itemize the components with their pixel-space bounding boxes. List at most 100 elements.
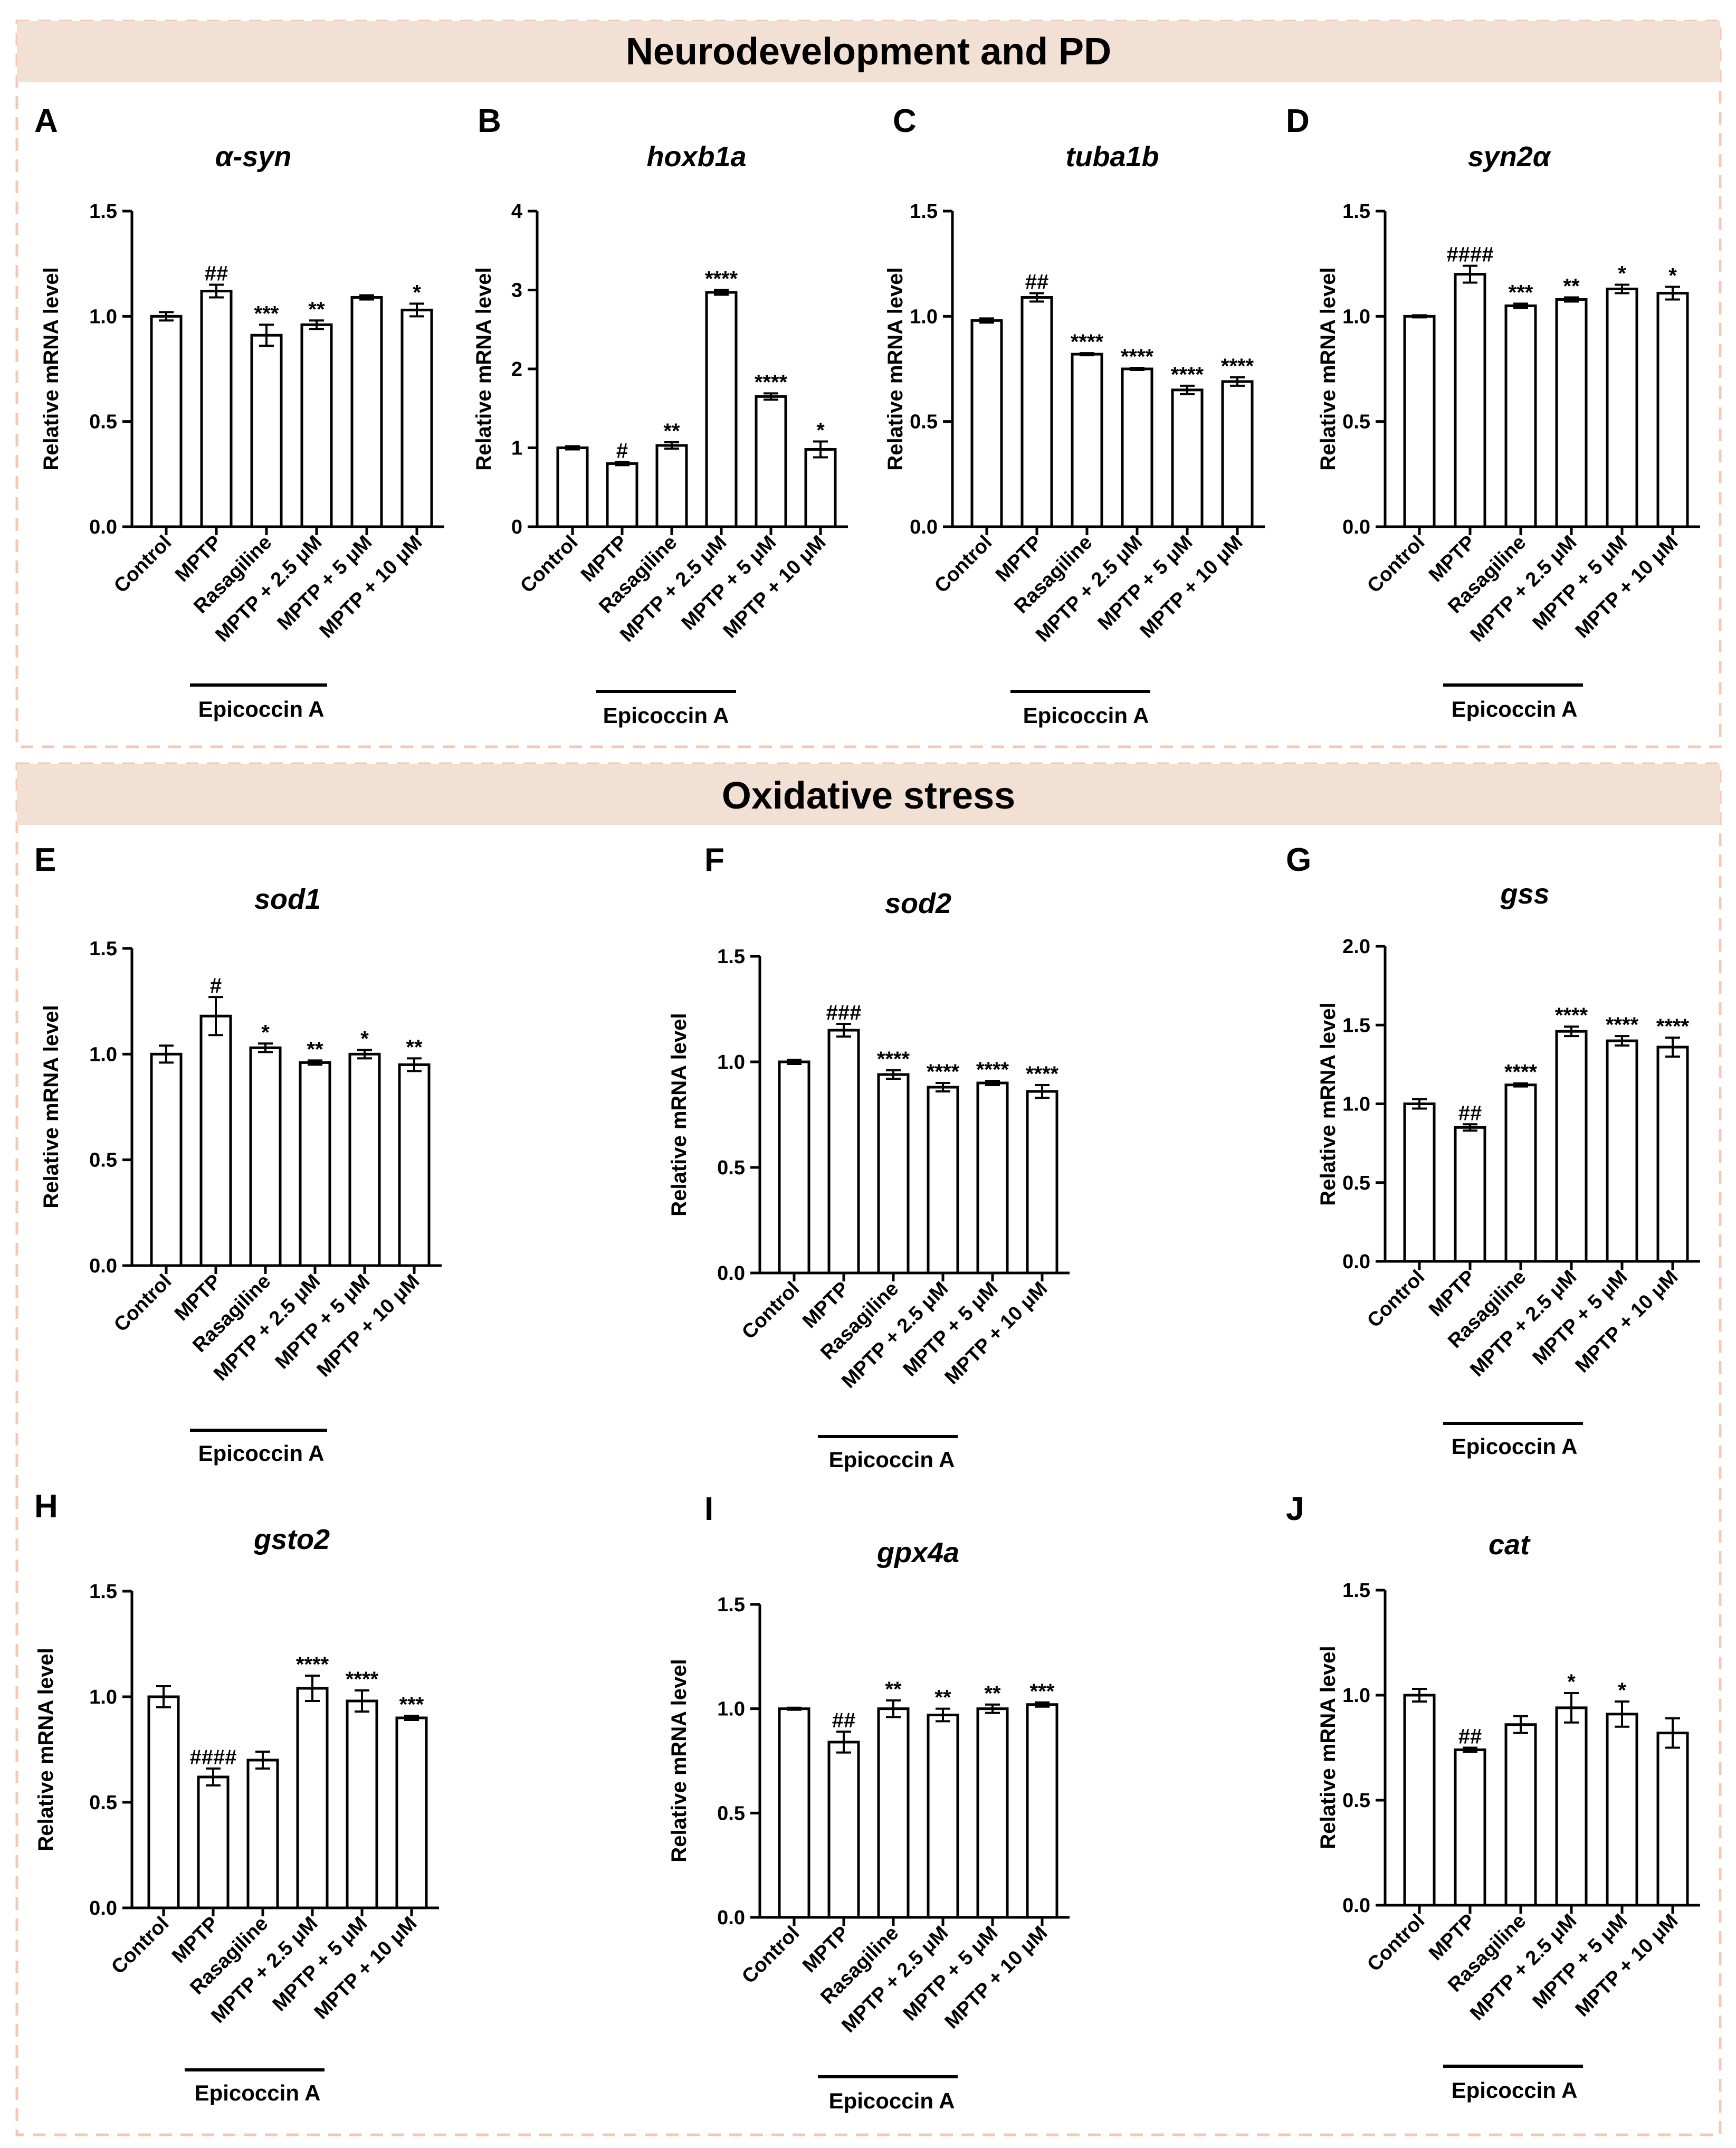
bar (1555, 1030, 1588, 1263)
y-tick-label: 0.5 (1342, 1172, 1370, 1194)
panel-letter: D (1286, 103, 1310, 139)
bar (346, 1699, 378, 1909)
y-tick-label: 0.5 (89, 411, 117, 433)
gene-title: syn2α (1468, 141, 1552, 173)
significance-label: ** (307, 1038, 323, 1061)
bar (348, 1052, 381, 1267)
bar (1026, 1090, 1058, 1275)
bar (1121, 367, 1153, 528)
y-tick-label: 1.5 (717, 1594, 745, 1616)
y-tick-label: 1.5 (89, 201, 117, 223)
significance-label: * (413, 281, 421, 304)
significance-label: # (210, 974, 222, 997)
y-axis-label: Relative mRNA level (1317, 267, 1340, 470)
group-label: Epicoccin A (1452, 2078, 1578, 2103)
bar (1403, 1102, 1436, 1263)
y-tick-label: 0.0 (89, 1255, 117, 1277)
y-axis-label: Relative mRNA level (472, 267, 495, 470)
y-tick-label: 1.5 (1342, 201, 1370, 223)
bar (556, 446, 589, 528)
panel-letter: H (34, 1488, 58, 1525)
y-tick-label: 1.5 (717, 946, 745, 968)
significance-label: #### (190, 1746, 237, 1769)
y-tick-label: 1.0 (89, 1043, 117, 1066)
significance-label: **** (1071, 330, 1104, 354)
panel-letter: A (34, 103, 58, 139)
gene-title: hoxb1a (646, 141, 746, 173)
group-label: Epicoccin A (198, 697, 325, 721)
section-2-title: Oxidative stress (722, 775, 1015, 817)
gene-title: gpx4a (876, 1537, 959, 1569)
bar (400, 308, 433, 528)
panel-letter: C (893, 103, 917, 139)
significance-label: **** (1606, 1013, 1639, 1037)
bar (150, 315, 183, 528)
y-tick-label: 0.0 (910, 516, 938, 538)
bar (827, 1029, 860, 1275)
section-1-banner (17, 21, 1720, 82)
category-label: Control (516, 531, 582, 597)
group-label: Epicoccin A (198, 1441, 325, 1466)
significance-label: *** (1030, 1680, 1055, 1703)
significance-label: **** (1221, 355, 1254, 378)
bar (1454, 1748, 1486, 1907)
bar (200, 289, 233, 528)
bar (1606, 1039, 1638, 1263)
bar (970, 319, 1003, 528)
category-label: Control (110, 531, 176, 597)
y-axis-label: Relative mRNA level (34, 1648, 58, 1851)
category-label: Control (738, 1278, 804, 1344)
bar (1656, 291, 1689, 528)
y-tick-label: 0.5 (1342, 411, 1370, 433)
bar (300, 323, 333, 528)
bar (150, 1052, 183, 1267)
significance-label: ** (663, 420, 680, 443)
y-tick-label: 0.0 (89, 516, 117, 538)
y-tick-label: 0 (511, 516, 522, 538)
group-label: Epicoccin A (603, 703, 729, 728)
group-label: Epicoccin A (1452, 1434, 1578, 1459)
panel-letter: G (1286, 842, 1311, 878)
bar (250, 334, 283, 528)
significance-label: **** (346, 1668, 379, 1691)
y-axis-label: Relative mRNA level (884, 267, 907, 470)
bar (1026, 1703, 1058, 1919)
bar (927, 1714, 959, 1919)
bar (976, 1707, 1009, 1919)
bar (1555, 298, 1588, 528)
significance-label: * (816, 419, 825, 442)
gene-title: gss (1500, 878, 1549, 910)
y-tick-label: 0.0 (717, 1262, 745, 1285)
significance-label: *** (399, 1693, 424, 1716)
group-label: Epicoccin A (829, 1447, 955, 1472)
significance-label: **** (877, 1048, 910, 1071)
y-tick-label: 0.5 (89, 1792, 117, 1814)
bar (778, 1707, 810, 1919)
bar (1171, 388, 1204, 528)
y-tick-label: 0.0 (1342, 516, 1370, 538)
bar (1454, 1126, 1486, 1263)
bar (1403, 315, 1436, 528)
gene-title: sod1 (254, 883, 321, 915)
bar (398, 1063, 431, 1267)
bar (299, 1061, 331, 1267)
bar (395, 1716, 428, 1909)
y-tick-label: 2 (511, 358, 522, 381)
bar (199, 1014, 232, 1267)
significance-label: #### (1447, 243, 1494, 267)
significance-label: *** (1509, 281, 1533, 304)
panel-letter: B (478, 103, 501, 139)
significance-label: **** (1555, 1004, 1588, 1027)
bar (1656, 1046, 1689, 1263)
significance-label: **** (1656, 1015, 1690, 1038)
bar (877, 1707, 910, 1919)
group-label: Epicoccin A (195, 2080, 321, 2105)
bar (296, 1687, 329, 1909)
significance-label: *** (254, 302, 279, 325)
y-tick-label: 0.5 (910, 411, 938, 433)
